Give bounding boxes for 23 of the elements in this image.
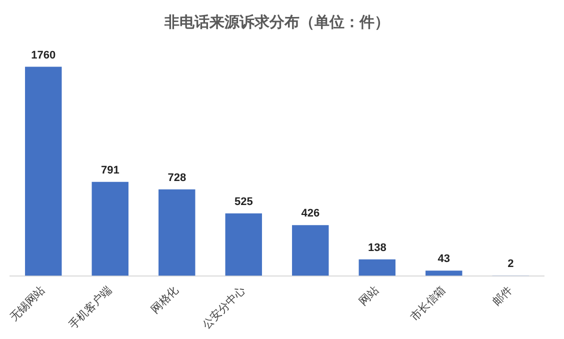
data-label: 138 (368, 242, 386, 254)
bar (225, 213, 262, 276)
data-label: 791 (100, 164, 120, 176)
x-tick-label: 手机客户端 (66, 284, 114, 332)
bar (92, 182, 128, 276)
data-label: 728 (168, 172, 186, 184)
bar (358, 259, 396, 276)
x-tick-label: 无锡网站 (7, 284, 48, 324)
bar (292, 225, 329, 276)
x-tick-label: 网站 (356, 284, 382, 308)
data-label: 426 (301, 208, 320, 220)
data-label: 1760 (31, 49, 56, 62)
bar (158, 189, 196, 276)
data-label: 525 (234, 196, 253, 208)
x-tick-label: 网格化 (149, 284, 182, 316)
x-tick-label: 公安分中心 (200, 284, 248, 332)
bar (426, 270, 462, 276)
data-label: 2 (508, 258, 514, 270)
x-tick-label: 市长信箱 (408, 284, 448, 324)
bar (25, 66, 62, 276)
data-label: 43 (438, 253, 450, 266)
x-tick-label: 邮件 (490, 284, 515, 308)
chart-title: 非电话来源诉求分布（单位：件） (164, 14, 390, 32)
